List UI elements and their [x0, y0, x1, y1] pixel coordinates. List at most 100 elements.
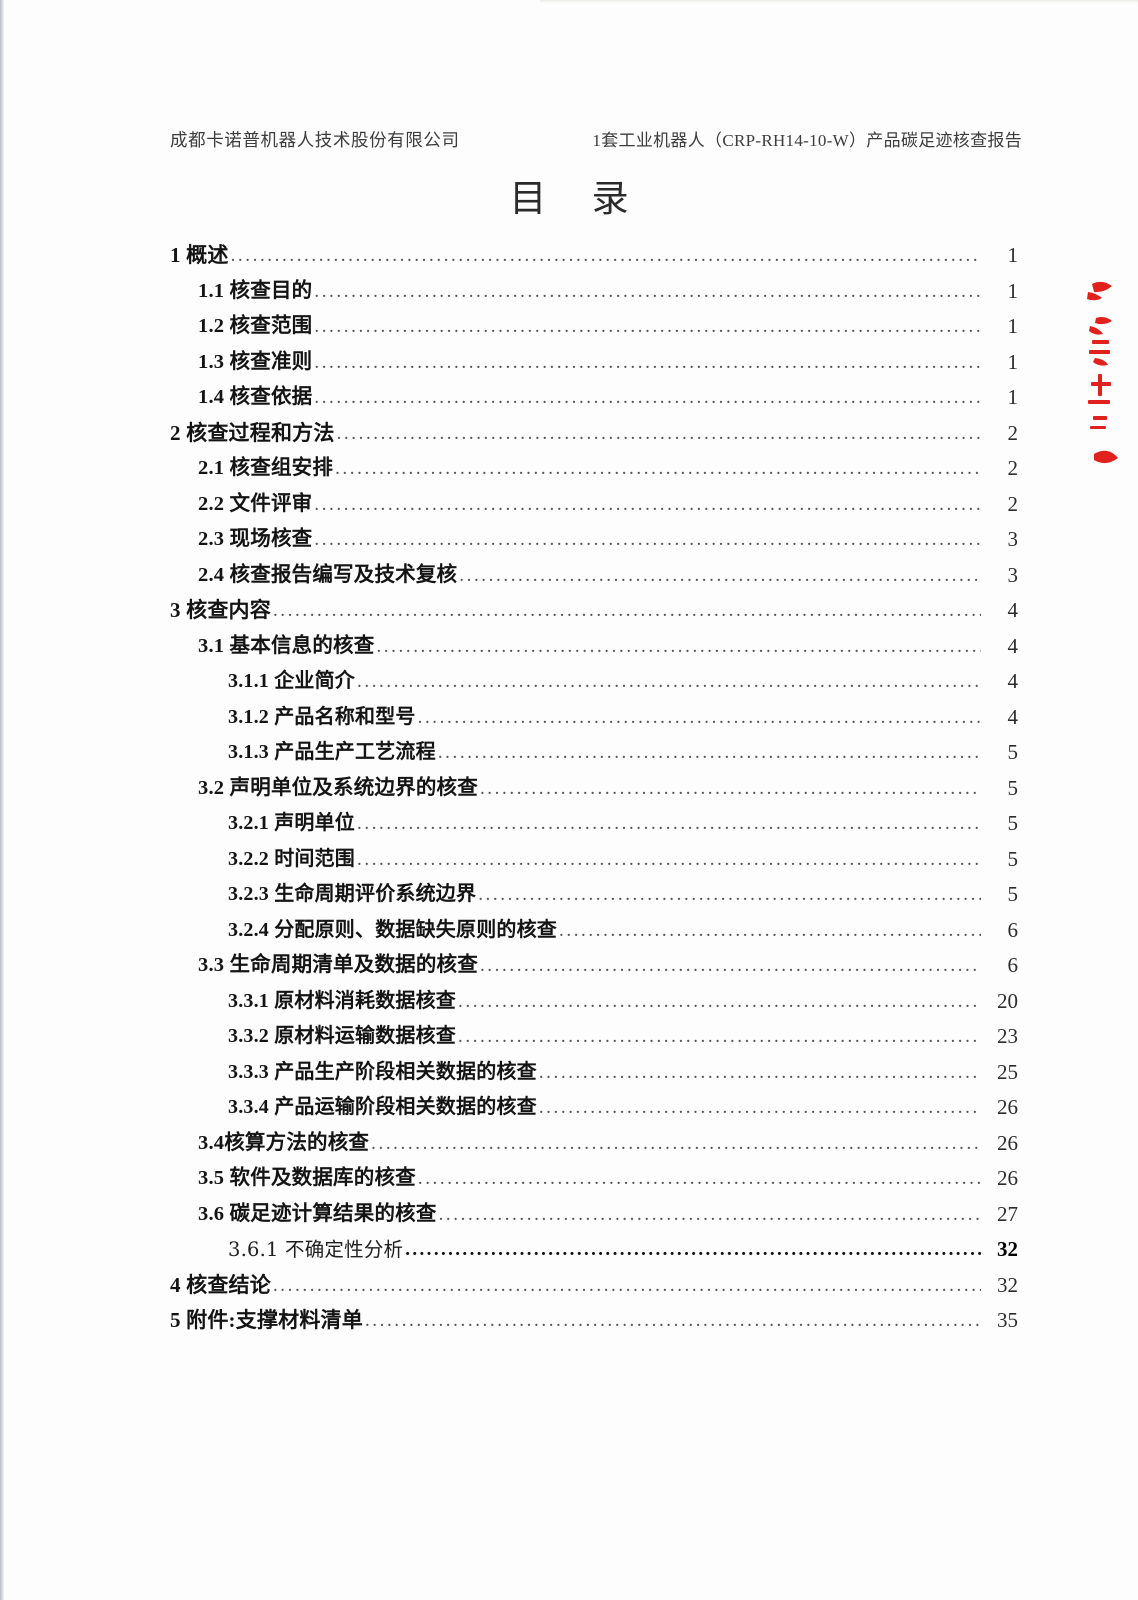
toc-entry-label: 3 核查内容	[170, 598, 271, 622]
toc-entry-label: 3.1.2 产品名称和型号	[228, 705, 416, 728]
table-of-contents: 1 概述11.1 核查目的11.2 核查范围11.3 核查准则11.4 核查依据…	[170, 238, 1018, 1339]
toc-dot-leader	[357, 664, 981, 700]
toc-entry-label: 3.2 声明单位及系统边界的核查	[198, 776, 478, 799]
toc-entry-page-number: 1	[1007, 243, 1019, 267]
toc-entry[interactable]: 1.4 核查依据 1	[170, 380, 1018, 416]
toc-entry[interactable]: 3.1.1 企业简介 4	[170, 664, 1018, 700]
toc-entry-page-number: 6	[1007, 917, 1019, 942]
toc-entry[interactable]: 3.3.4 产品运输阶段相关数据的核查 26	[170, 1090, 1018, 1126]
toc-entry-label: 3.6.1 不确定性分析	[228, 1238, 404, 1261]
toc-dot-leader	[314, 309, 981, 345]
toc-entry-label: 2.1 核查组安排	[198, 457, 334, 479]
toc-entry-label: 1 概述	[170, 243, 229, 267]
toc-dot-leader	[314, 380, 981, 416]
toc-entry[interactable]: 3.2 声明单位及系统边界的核查 5	[170, 771, 1018, 807]
toc-entry[interactable]: 3.3 生命周期清单及数据的核查 6	[170, 948, 1018, 984]
toc-entry[interactable]: 3.6.1 不确定性分析 32	[170, 1232, 1018, 1268]
toc-entry-label: 3.3.1 原材料消耗数据核查	[228, 989, 456, 1012]
toc-entry[interactable]: 1.2 核查范围 1	[170, 309, 1018, 345]
toc-dot-leader	[539, 1090, 981, 1126]
header-report-title: 1套工业机器人（CRP-RH14-10-W）产品碳足迹核查报告	[592, 131, 1022, 150]
toc-dot-leader	[376, 629, 981, 665]
toc-entry[interactable]: 3.3.2 原材料运输数据核查 23	[170, 1019, 1018, 1055]
toc-dot-leader	[478, 877, 981, 913]
toc-entry-label: 3.3.3 产品生产阶段相关数据的核查	[228, 1060, 537, 1083]
toc-entry-page-number: 23	[997, 1024, 1018, 1048]
toc-entry-label: 3.5 软件及数据库的核查	[198, 1167, 416, 1189]
toc-dot-leader	[337, 416, 981, 452]
toc-entry-page-number: 4	[1007, 704, 1019, 729]
toc-entry-page-number: 1	[1007, 278, 1019, 303]
toc-entry-page-number: 2	[1007, 456, 1019, 480]
toc-entry[interactable]: 3.2.2 时间范围 5	[170, 842, 1018, 878]
toc-entry[interactable]: 3.1.3 产品生产工艺流程 5	[170, 735, 1018, 771]
toc-entry-label: 2 核查过程和方法	[170, 420, 335, 445]
toc-entry[interactable]: 3 核查内容 4	[170, 593, 1018, 629]
toc-entry-page-number: 5	[1007, 882, 1019, 906]
toc-dot-leader	[459, 558, 981, 594]
toc-dot-leader	[335, 451, 981, 487]
toc-entry-label: 4 核查结论	[170, 1272, 271, 1297]
toc-entry[interactable]: 3.3.3 产品生产阶段相关数据的核查 25	[170, 1055, 1018, 1091]
toc-entry[interactable]: 3.2.1 声明单位 5	[170, 806, 1018, 842]
toc-entry[interactable]: 2.2 文件评审 2	[170, 487, 1018, 523]
toc-entry[interactable]: 3.5 软件及数据库的核查 26	[170, 1161, 1018, 1197]
toc-entry-page-number: 26	[997, 1095, 1018, 1119]
toc-dot-leader	[418, 1161, 981, 1197]
toc-entry[interactable]: 5 附件:支撑材料清单 35	[170, 1303, 1018, 1339]
toc-entry-page-number: 5	[1007, 811, 1019, 835]
toc-entry-label: 5 附件:支撑材料清单	[170, 1308, 363, 1332]
toc-entry[interactable]: 3.4核算方法的核查 26	[170, 1126, 1018, 1162]
toc-entry-label: 3.2.2 时间范围	[228, 847, 355, 870]
toc-entry-page-number: 4	[1007, 633, 1019, 658]
toc-dot-leader	[314, 522, 981, 558]
toc-entry-label: 3.4核算方法的核查	[198, 1131, 370, 1154]
toc-dot-leader	[539, 1055, 981, 1091]
toc-entry[interactable]: 2.4 核查报告编写及技术复核 3	[170, 558, 1018, 594]
page-title: 目 录	[509, 179, 647, 220]
header-company-name: 成都卡诺普机器人技术股份有限公司	[170, 130, 460, 150]
toc-entry-label: 3.2.3 生命周期评价系统边界	[228, 883, 477, 905]
toc-entry[interactable]: 2 核查过程和方法 2	[170, 416, 1018, 452]
toc-entry-page-number: 6	[1007, 953, 1019, 977]
toc-entry-page-number: 5	[1007, 740, 1019, 764]
toc-dot-leader	[314, 487, 981, 523]
toc-entry-label: 1.2 核查范围	[198, 315, 313, 337]
toc-entry[interactable]: 3.2.3 生命周期评价系统边界 5	[170, 877, 1018, 913]
toc-entry[interactable]: 1.1 核查目的 1	[170, 274, 1018, 310]
toc-entry-page-number: 4	[1007, 669, 1019, 693]
toc-dot-leader	[273, 1268, 981, 1304]
toc-entry[interactable]: 3.1.2 产品名称和型号 4	[170, 700, 1018, 736]
toc-entry-page-number: 32	[997, 1272, 1018, 1297]
toc-dot-leader	[480, 948, 981, 984]
toc-entry-page-number: 1	[1007, 385, 1019, 409]
toc-entry-page-number: 4	[1007, 598, 1019, 622]
toc-entry-page-number: 3	[1007, 527, 1019, 551]
toc-entry-label: 3.3 生命周期清单及数据的核查	[198, 954, 478, 976]
toc-dot-leader	[405, 1232, 981, 1268]
toc-dot-leader	[371, 1126, 981, 1162]
toc-entry-label: 3.2.1 声明单位	[228, 812, 355, 834]
toc-dot-leader	[357, 842, 981, 878]
toc-dot-leader	[480, 771, 981, 807]
toc-dot-leader	[559, 913, 981, 949]
toc-entry[interactable]: 4 核查结论 32	[170, 1268, 1018, 1304]
toc-dot-leader	[231, 238, 981, 274]
toc-entry[interactable]: 3.1 基本信息的核查 4	[170, 629, 1018, 665]
toc-entry-label: 3.3.4 产品运输阶段相关数据的核查	[228, 1096, 537, 1118]
toc-entry[interactable]: 3.3.1 原材料消耗数据核查 20	[170, 984, 1018, 1020]
toc-entry[interactable]: 1 概述 1	[170, 238, 1018, 274]
toc-entry-label: 3.1.3 产品生产工艺流程	[228, 741, 436, 763]
toc-entry-page-number: 2	[1007, 420, 1019, 445]
toc-entry-page-number: 5	[1007, 775, 1019, 800]
toc-dot-leader	[314, 274, 981, 310]
toc-entry-page-number: 1	[1007, 349, 1019, 374]
toc-entry[interactable]: 3.2.4 分配原则、数据缺失原则的核查 6	[170, 913, 1018, 949]
toc-entry[interactable]: 3.6 碳足迹计算结果的核查 27	[170, 1197, 1018, 1233]
toc-entry[interactable]: 2.1 核查组安排 2	[170, 451, 1018, 487]
toc-dot-leader	[273, 593, 981, 629]
running-header: 成都卡诺普机器人技术股份有限公司 1套工业机器人（CRP-RH14-10-W）产…	[170, 126, 1022, 152]
toc-entry[interactable]: 2.3 现场核查 3	[170, 522, 1018, 558]
toc-entry[interactable]: 1.3 核查准则 1	[170, 345, 1018, 381]
